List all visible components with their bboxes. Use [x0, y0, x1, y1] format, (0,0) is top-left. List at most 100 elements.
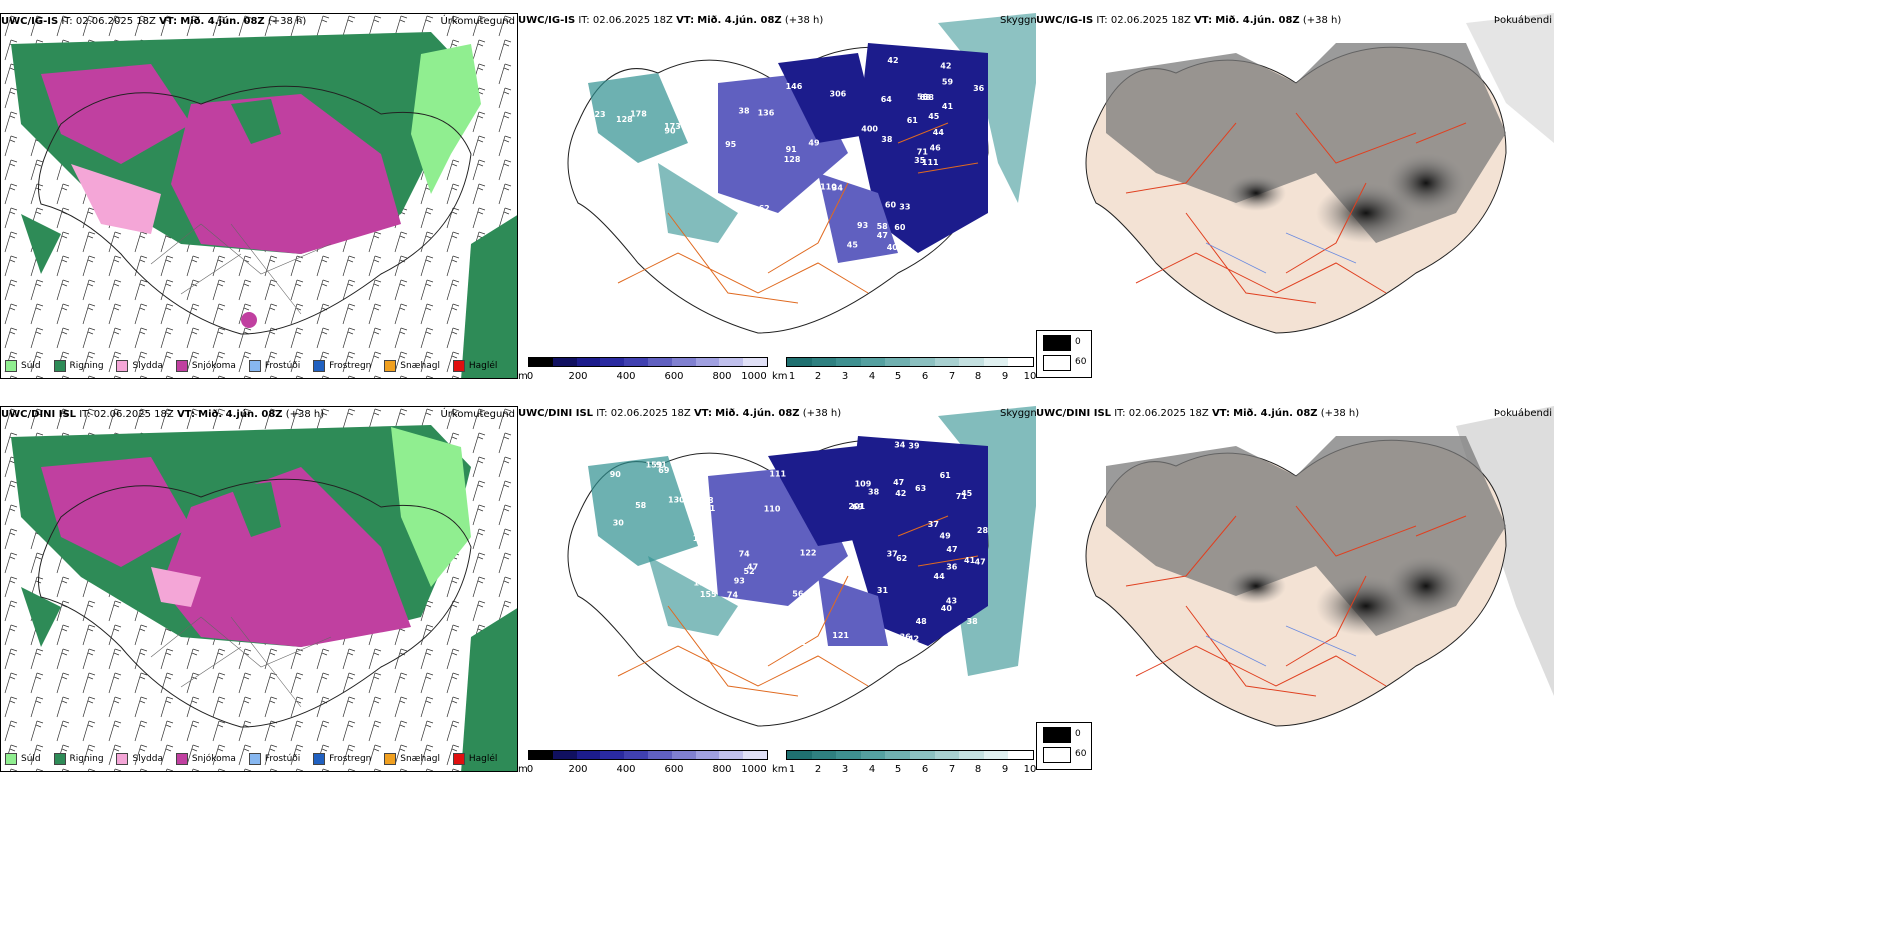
- ceiling-value-label: 36: [946, 563, 958, 572]
- it-label: IT:: [596, 408, 608, 419]
- ceiling-value-label: 178: [630, 110, 647, 119]
- visibility-tick: 2: [814, 764, 822, 772]
- ceiling-value-label: 63: [920, 93, 931, 102]
- ceiling-value-label: 37: [887, 550, 898, 559]
- legend-swatch: [248, 359, 261, 372]
- ceiling-value-label: 12: [660, 60, 671, 69]
- ceiling-value-label: 63: [915, 484, 926, 493]
- ceiling-value-label: 39: [908, 442, 920, 451]
- legend-swatch: [53, 752, 66, 765]
- panel-title: Skyggni: [1000, 15, 1040, 26]
- visibility-bar-gradient: [786, 750, 1034, 760]
- ceiling-value-label: 42: [895, 489, 906, 498]
- ceiling-colorbar: m 0 200 400 600 800 1000: [518, 357, 768, 379]
- ceiling-value-label: 41: [942, 102, 954, 111]
- vt-label: VT:: [693, 408, 712, 419]
- ceiling-value-label: 123: [589, 110, 606, 119]
- ceiling-value-label: 62: [600, 205, 611, 214]
- ceiling-value-label: 64: [881, 95, 893, 104]
- visibility-tick: 3: [841, 371, 849, 379]
- model-name: UWC/DINI ISL: [1036, 408, 1112, 419]
- ceiling-tick: 200: [568, 764, 588, 772]
- panel-header: UWC/IG-IS IT: 02.06.2025 18Z VT: Mið. 4.…: [518, 13, 1036, 29]
- visibility-tick: 2: [814, 371, 822, 379]
- visibility-unit: km: [772, 764, 788, 772]
- ceiling-value-label: 44: [934, 572, 946, 581]
- ceiling-panel: 47 40 71 63 47 36 37 38 28 49 38 34 31 41 39 37 45 43 42 62…: [518, 406, 1036, 772]
- ceiling-value-label: 38: [967, 617, 979, 626]
- ceiling-tick: 400: [616, 371, 636, 379]
- ceiling-panel: 111 64 71 58 44 33 42 58 59 46 42 47 38 36 35 41 40 50 45 6…: [518, 13, 1036, 379]
- panel-title: Skyggni: [1000, 408, 1040, 419]
- ceiling-value-label: 47: [747, 563, 758, 572]
- visibility-tick: 3: [841, 764, 849, 772]
- legend-item: Frostregn: [313, 750, 371, 768]
- legend-label: Haglél: [468, 754, 498, 764]
- ceiling-value-label: 400: [861, 125, 878, 134]
- ceiling-value-label: 62: [896, 554, 907, 563]
- ceiling-value-label: 48: [916, 617, 928, 626]
- fog-panel: UWC/IG-IS IT: 02.06.2025 18Z VT: Mið. 4.…: [1036, 13, 1554, 379]
- visibility-tick: 1: [788, 371, 796, 379]
- ceiling-value-label: 42: [887, 56, 898, 65]
- ceiling-value-label: 111: [769, 469, 786, 478]
- ceiling-value-label: 47: [975, 557, 986, 566]
- legend-swatch: [313, 752, 326, 765]
- ceiling-value-label: 37: [928, 520, 939, 529]
- legend-item: Frostregn: [313, 357, 371, 375]
- ceiling-value-label: 93: [734, 577, 745, 586]
- ceiling-value-label: 49: [940, 532, 952, 541]
- ceiling-value-label: 60: [894, 223, 906, 232]
- legend-swatch: [248, 752, 261, 765]
- ceiling-value-label: 42: [908, 634, 919, 643]
- vt-value: Mið. 4.jún. 08Z: [715, 408, 800, 419]
- legend-item: Snjókoma: [175, 750, 236, 768]
- ceiling-unit: m: [518, 371, 528, 379]
- ceiling-value-label: 33: [899, 202, 910, 211]
- legend-swatch: [384, 359, 397, 372]
- visibility-unit: km: [772, 371, 788, 379]
- visibility-tick: 5: [894, 764, 902, 772]
- legend-item: Snjókoma: [175, 357, 236, 375]
- lead-time: (+38 h): [267, 16, 307, 27]
- visibility-tick: 6: [921, 371, 929, 379]
- legend-label: Haglél: [468, 361, 498, 371]
- visibility-tick: 7: [948, 764, 956, 772]
- ceiling-value-label: 155: [700, 590, 717, 599]
- ceiling-value-label: 41: [964, 556, 976, 565]
- ceiling-value-label: 45: [961, 489, 973, 498]
- ceiling-value-label: 110: [820, 182, 837, 191]
- panel-header: UWC/IG-IS IT: 02.06.2025 18Z VT: Mið. 4.…: [1, 14, 517, 30]
- ceiling-value-label: 61: [907, 116, 919, 125]
- ceiling-value-label: 109: [855, 479, 872, 488]
- ceiling-tick: 1000: [741, 764, 767, 772]
- vt-value: Mið. 4.jún. 08Z: [1215, 15, 1300, 26]
- visibility-tick: 4: [868, 764, 876, 772]
- visibility-tick: 5: [894, 371, 902, 379]
- vt-label: VT:: [1194, 15, 1213, 26]
- model-name: UWC/IG-IS: [1, 16, 59, 27]
- it-label: IT:: [61, 16, 73, 27]
- panel-title: Úrkomutegund: [440, 409, 515, 420]
- ceiling-value-label: 93: [857, 221, 868, 230]
- legend-swatch: [53, 359, 66, 372]
- precip-type-panel: UWC/DINI ISL IT: 02.06.2025 18Z VT: Mið.…: [0, 406, 518, 772]
- ceiling-value-label: 56: [792, 589, 804, 598]
- legend-item: Frostúði: [248, 357, 300, 375]
- visibility-colorbar: km 1 2 3 4 5 6 7 8 9 10: [772, 357, 1036, 379]
- it-value: 02.06.2025 18Z: [93, 409, 174, 420]
- fog-legend-high: 60: [1075, 749, 1087, 759]
- ceiling-value-label: 30: [613, 519, 625, 528]
- vt-label: VT:: [159, 16, 178, 27]
- it-label: IT:: [1096, 15, 1108, 26]
- legend-label: Súld: [21, 754, 41, 764]
- legend-swatch: [116, 752, 129, 765]
- visibility-tick: 10: [1023, 764, 1036, 772]
- ceiling-value-label: 90: [610, 470, 622, 479]
- ceiling-value-label: 47: [877, 231, 888, 240]
- ceiling-value-label: 184: [694, 579, 711, 588]
- visibility-tick: 7: [948, 371, 956, 379]
- legend-item: Frostúði: [248, 750, 300, 768]
- visibility-bar-gradient: [786, 357, 1034, 367]
- legend-item: Snæhagl: [384, 750, 440, 768]
